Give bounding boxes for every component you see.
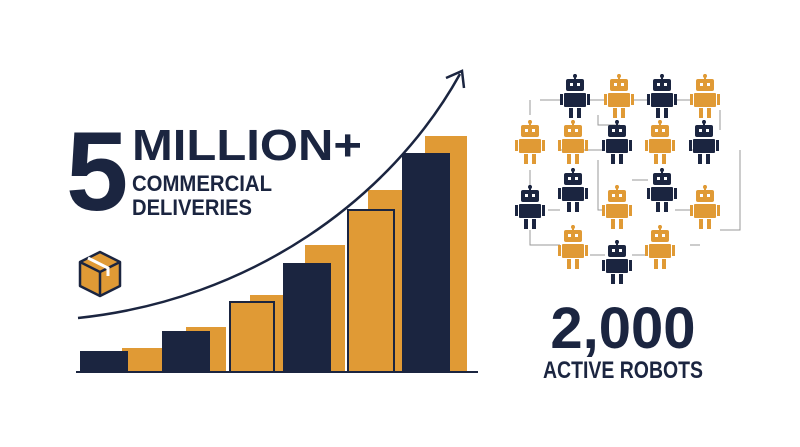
- box-icon: [78, 250, 122, 298]
- headline-number: 5: [66, 109, 128, 234]
- headline-unit: MILLION+: [132, 121, 362, 170]
- headline-line1: COMMERCIAL: [132, 171, 272, 196]
- growth-arrow: [77, 69, 466, 320]
- robots-number: 2,000: [550, 296, 695, 361]
- robot-network: [515, 74, 741, 284]
- headline-line2: DELIVERIES: [132, 195, 252, 220]
- bar-illustration: [76, 136, 478, 373]
- robots-label: ACTIVE ROBOTS: [543, 357, 703, 384]
